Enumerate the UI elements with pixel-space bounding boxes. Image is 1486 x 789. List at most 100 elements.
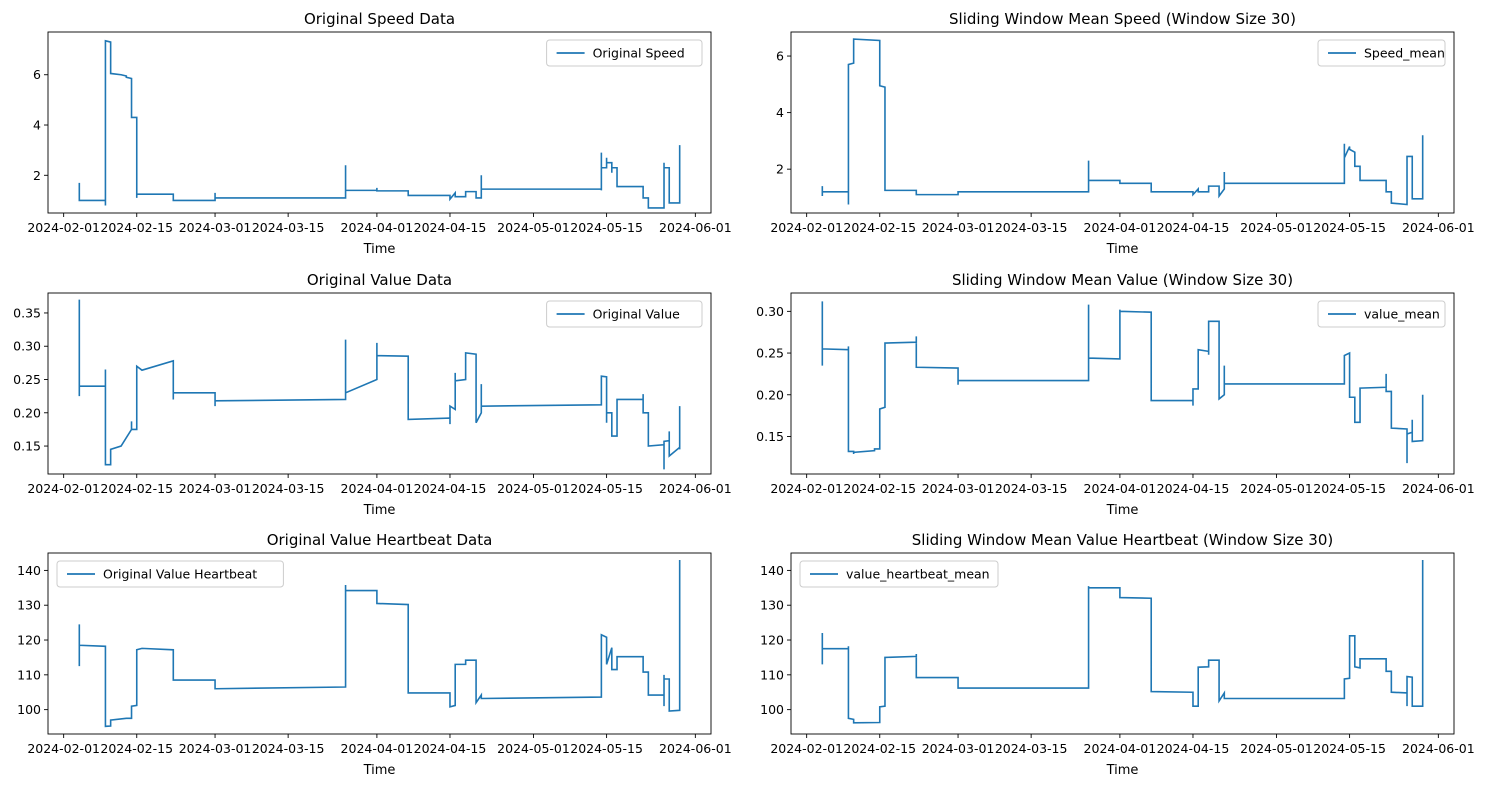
series-line-1 xyxy=(78,299,681,470)
x-tick-label: 2024-05-15 xyxy=(570,220,643,235)
x-tick-label: 2024-02-15 xyxy=(843,220,916,235)
x-tick-label: 2024-05-01 xyxy=(1240,741,1313,756)
x-tick-label: 2024-03-01 xyxy=(922,741,995,756)
legend-box xyxy=(1317,300,1446,328)
y-tick-label: 6 xyxy=(776,49,784,64)
x-tick-label: 2024-06-01 xyxy=(1402,220,1475,235)
x-tick-label: 2024-05-01 xyxy=(497,481,570,496)
x-tick-label: 2024-02-15 xyxy=(843,741,916,756)
y-tick-label: 0.15 xyxy=(13,439,41,454)
x-tick-label: 2024-03-01 xyxy=(922,481,995,496)
x-tick-label: 2024-06-01 xyxy=(659,220,732,235)
chart-title: Original Speed Data xyxy=(304,10,455,28)
legend-label: Speed_mean xyxy=(1364,46,1445,61)
x-tick-label: 2024-04-01 xyxy=(341,741,414,756)
y-tick-label: 140 xyxy=(760,563,784,578)
y-tick-label: 130 xyxy=(760,598,784,613)
x-tick-label: 2024-03-01 xyxy=(179,220,252,235)
x-tick-label: 2024-06-01 xyxy=(659,741,732,756)
y-tick-label: 120 xyxy=(760,633,784,648)
x-tick-label: 2024-04-15 xyxy=(414,220,487,235)
x-tick-label: 2024-02-01 xyxy=(770,481,843,496)
chart-title: Original Value Heartbeat Data xyxy=(267,531,493,549)
subplot-2: 2 4 6 2024-02-01 2024-02-15 2024-03-01 2024-03… xyxy=(770,10,1474,257)
y-tick-label: 0.35 xyxy=(13,305,41,320)
legend-label: Original Value xyxy=(593,307,681,322)
x-tick-label: 2024-02-01 xyxy=(770,741,843,756)
x-tick-label: 2024-03-15 xyxy=(252,481,325,496)
x-tick-label: 2024-02-15 xyxy=(100,481,173,496)
plot-frame xyxy=(790,31,1455,214)
legend: Original Value xyxy=(546,300,703,328)
x-tick-label: 2024-06-01 xyxy=(1402,481,1475,496)
chart-title: Sliding Window Mean Value Heartbeat (Win… xyxy=(912,531,1333,549)
x-tick-label: 2024-04-15 xyxy=(1157,220,1230,235)
x-tick-label: 2024-02-15 xyxy=(100,220,173,235)
x-tick-label: 2024-04-01 xyxy=(341,220,414,235)
y-tick-label: 2 xyxy=(33,168,41,183)
y-tick-label: 0.15 xyxy=(756,429,784,444)
plot-frame xyxy=(790,552,1455,735)
y-tick-label: 0.25 xyxy=(13,372,41,387)
legend-box xyxy=(799,560,999,588)
x-tick-label: 2024-04-15 xyxy=(414,741,487,756)
chart-title: Sliding Window Mean Speed (Window Size 3… xyxy=(949,10,1296,28)
x-axis-label: Time xyxy=(363,242,396,257)
legend-label: Original Speed xyxy=(593,46,685,61)
x-tick-label: 2024-05-01 xyxy=(497,220,570,235)
y-tick-label: 110 xyxy=(17,667,41,682)
subplot-3: 0.15 0.20 0.25 0.30 0.35 2024-02-01 2024-02-15… xyxy=(13,271,732,518)
x-tick-label: 2024-02-01 xyxy=(27,481,100,496)
series-line-1 xyxy=(78,39,681,209)
x-tick-label: 2024-05-15 xyxy=(1313,481,1386,496)
x-tick-label: 2024-06-01 xyxy=(659,481,732,496)
y-tick-label: 120 xyxy=(17,633,41,648)
x-axis-label: Time xyxy=(363,763,396,778)
x-tick-label: 2024-05-15 xyxy=(570,741,643,756)
y-tick-label: 0.30 xyxy=(756,304,784,319)
subplot-4: 0.15 0.20 0.25 0.30 2024-02-01 2024-02-15 2024… xyxy=(756,271,1475,518)
x-axis-label: Time xyxy=(1106,242,1139,257)
legend: value_heartbeat_mean xyxy=(799,560,999,588)
x-axis-label: Time xyxy=(1106,503,1139,518)
x-tick-label: 2024-04-01 xyxy=(1084,741,1157,756)
y-tick-label: 100 xyxy=(760,702,784,717)
series-line-1 xyxy=(821,559,1424,724)
y-tick-label: 0.20 xyxy=(13,405,41,420)
series-line-1 xyxy=(821,38,1424,206)
legend-label: value_heartbeat_mean xyxy=(846,567,990,582)
x-tick-label: 2024-05-15 xyxy=(570,481,643,496)
y-tick-label: 140 xyxy=(17,563,41,578)
x-tick-label: 2024-03-15 xyxy=(995,741,1068,756)
x-tick-label: 2024-06-01 xyxy=(1402,741,1475,756)
subplot-1: 2 4 6 2024-02-01 2024-02-15 2024-03-01 2024-03… xyxy=(27,10,731,257)
plot-frame xyxy=(47,292,712,475)
x-tick-label: 2024-04-01 xyxy=(341,481,414,496)
legend-box xyxy=(546,300,703,328)
x-tick-label: 2024-02-01 xyxy=(770,220,843,235)
x-tick-label: 2024-05-15 xyxy=(1313,220,1386,235)
x-tick-label: 2024-04-01 xyxy=(1084,220,1157,235)
x-axis-label: Time xyxy=(363,503,396,518)
y-tick-label: 6 xyxy=(33,67,41,82)
x-tick-label: 2024-05-01 xyxy=(1240,481,1313,496)
x-tick-label: 2024-02-15 xyxy=(843,481,916,496)
x-tick-label: 2024-03-15 xyxy=(995,220,1068,235)
x-tick-label: 2024-03-15 xyxy=(252,220,325,235)
plot-frame xyxy=(790,292,1455,475)
x-tick-label: 2024-02-01 xyxy=(27,741,100,756)
plot-frame xyxy=(47,552,712,735)
series-line-1 xyxy=(78,559,681,728)
x-tick-label: 2024-05-15 xyxy=(1313,741,1386,756)
x-tick-label: 2024-03-01 xyxy=(922,220,995,235)
legend-label: value_mean xyxy=(1364,307,1440,322)
legend-box xyxy=(56,560,284,588)
x-tick-label: 2024-05-01 xyxy=(497,741,570,756)
legend-label: Original Value Heartbeat xyxy=(103,567,257,582)
y-tick-label: 4 xyxy=(776,105,784,120)
x-tick-label: 2024-02-15 xyxy=(100,741,173,756)
x-tick-label: 2024-03-15 xyxy=(252,741,325,756)
x-tick-label: 2024-04-15 xyxy=(1157,481,1230,496)
x-axis-label: Time xyxy=(1106,763,1139,778)
legend: Original Value Heartbeat xyxy=(56,560,284,588)
